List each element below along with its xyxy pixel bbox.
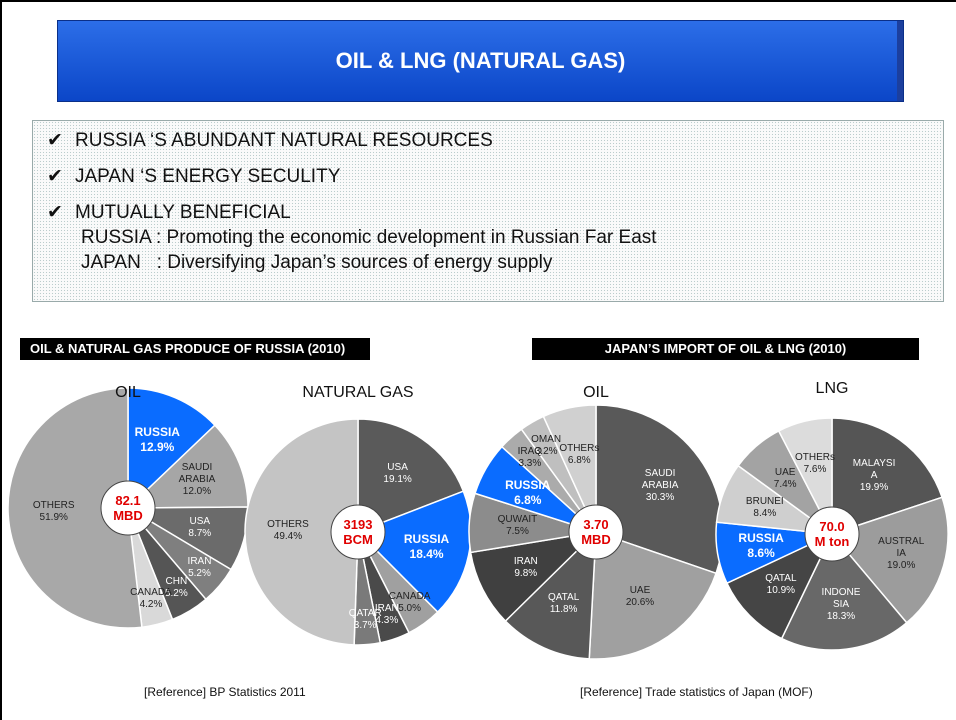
center-unit: M ton <box>814 534 850 549</box>
pie-slice <box>777 417 833 535</box>
bullet-text: JAPAN ‘S ENERGY SECULITY <box>75 166 341 187</box>
pie-slice <box>469 530 599 623</box>
chart-title: OIL <box>115 384 141 401</box>
chart-title: LNG <box>815 380 849 397</box>
bullet-text: RUSSIA ‘S ABUNDANT NATURAL RESOURCES <box>75 130 493 151</box>
bullet-sub: JAPAN : Diversifying Japan’s sources of … <box>81 252 553 273</box>
center-label: 82.1 MBD <box>113 493 143 523</box>
center-circle <box>100 480 156 536</box>
slide-title: OIL & LNG (NATURAL GAS) <box>57 20 904 102</box>
bullet: ✔ MUTUALLY BENEFICIAL RUSSIA : Promoting t… <box>35 201 943 275</box>
reference: [Reference] Trade statistics of Japan (M… <box>580 685 813 699</box>
page-number: 7 <box>708 688 715 700</box>
section-header: OIL & NATURAL GAS PRODUCE OF RUSSIA (201… <box>20 338 370 360</box>
pie-slice <box>244 418 359 646</box>
center-label: 70.0 M ton <box>815 519 850 549</box>
pie-slice <box>357 418 465 534</box>
center-unit: BCM <box>343 532 373 547</box>
pie-slice <box>780 532 908 651</box>
center-label: 3.70 MBD <box>581 517 611 547</box>
center-unit: MBD <box>581 532 611 547</box>
check-icon: ✔ <box>47 166 63 187</box>
center-unit: MBD <box>113 508 143 523</box>
pie-slice <box>725 532 834 640</box>
bullet-box: ✔ RUSSIA ‘S ABUNDANT NATURAL RESOURCES ✔ JA… <box>32 120 944 302</box>
center-circle <box>804 506 860 562</box>
pie-slice <box>830 496 949 624</box>
pie-slice <box>7 387 143 629</box>
pie-slice <box>588 530 718 660</box>
pie-slice <box>356 490 472 614</box>
pie-slice <box>542 404 597 533</box>
chart-title: OIL <box>583 384 609 401</box>
center-value: 3.70 <box>583 517 609 532</box>
chart-title: NATURAL GAS <box>302 384 414 401</box>
center-circle <box>330 504 386 560</box>
center-value: 70.0 <box>819 519 845 534</box>
pie-slice <box>831 417 943 536</box>
center-label: 3193 BCM <box>343 517 373 547</box>
reference: [Reference] BP Statistics 2011 <box>144 685 306 699</box>
bullet-text: MUTUALLY BENEFICIAL <box>75 202 291 223</box>
center-value: 82.1 <box>115 493 141 508</box>
center-value: 3193 <box>343 517 373 532</box>
pie-slice <box>127 387 216 510</box>
bullet: ✔ RUSSIA ‘S ABUNDANT NATURAL RESOURCES <box>35 129 943 153</box>
section-header: JAPAN’S IMPORT OF OIL & LNG (2010) <box>532 338 919 360</box>
pie-slice <box>504 530 597 660</box>
bullet-sub: RUSSIA : Promoting the economic developm… <box>81 227 657 248</box>
check-icon: ✔ <box>47 130 63 151</box>
check-icon: ✔ <box>47 202 63 223</box>
center-circle <box>568 504 624 560</box>
bullet: ✔ JAPAN ‘S ENERGY SECULITY <box>35 165 943 189</box>
